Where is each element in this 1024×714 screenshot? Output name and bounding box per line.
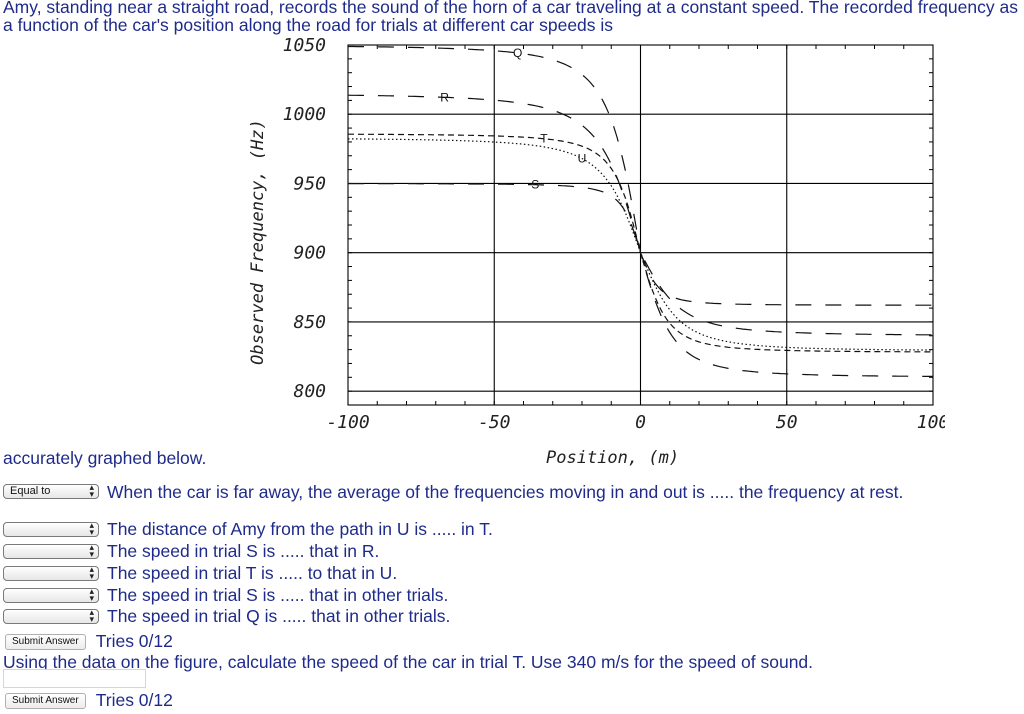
series-s-label: S [531,178,539,192]
y-tick-label: 950 [293,173,326,194]
question2-row: Using the data on the figure, calculate … [3,652,813,673]
tries-counter-1: Tries 0/12 [95,631,173,651]
accurately-text: accurately graphed below. [3,448,207,468]
question2-text: Using the data on the figure, calculate … [3,652,814,672]
question-row-3: ▴ ▾ The speed in trial S is ..... that in… [3,541,379,562]
series-s-line [348,183,933,306]
select-arrows-icon: ▴ ▾ [89,520,94,537]
question-row-1: Equal to ▴ ▾ When the car is far away, th… [3,482,1019,503]
y-tick-label: 900 [293,243,326,264]
select-arrows-icon: ▴ ▾ [89,482,94,500]
question-1-text: When the car is far away, the average of… [107,482,904,502]
select-arrows-icon: ▴ ▾ [89,586,94,603]
answer-select-1[interactable]: Equal to ▴ ▾ [3,482,99,500]
select-arrows-icon: ▴ ▾ [89,607,94,624]
question-row-5: ▴ ▾ The speed in trial S is ..... that in… [3,585,448,606]
answer-select-5[interactable]: ▴ ▾ [3,586,99,603]
frequency-chart: -100-5005010080085090095010001050 QRTUS … [248,35,945,433]
question-5-text: The speed in trial S is ..... that in ot… [107,585,449,605]
series-q-label: Q [513,46,522,60]
submit-row-1: Submit Answer Tries 0/12 [5,631,173,652]
y-tick-label: 850 [293,312,326,333]
y-tick-label: 1000 [283,104,326,125]
x-tick-label: 0 [635,412,646,433]
x-axis-title-label: Position, (m) [546,448,680,468]
y-axis-title: Observed Frequency, (Hz) [248,119,268,365]
question-row-2: ▴ ▾ The distance of Amy from the path in … [3,519,493,540]
question-4-text: The speed in trial T is ..... to that in… [107,563,398,583]
numeric-answer-input[interactable] [3,669,146,688]
select-arrows-icon: ▴ ▾ [89,542,94,559]
question-6-text: The speed in trial Q is ..... that in ot… [107,606,451,626]
tries-counter-2: Tries 0/12 [95,690,173,710]
answer-select-2[interactable]: ▴ ▾ [3,520,99,537]
y-tick-label: 800 [293,381,326,402]
question-row-4: ▴ ▾ The speed in trial T is ..... to that… [3,563,397,584]
answer-select-3[interactable]: ▴ ▾ [3,542,99,559]
answer-select-6[interactable]: ▴ ▾ [3,607,99,624]
series-r-label: R [440,90,449,104]
y-tick-label: 1050 [283,35,326,56]
x-tick-label: 50 [776,412,798,433]
x-tick-label: -50 [478,412,511,433]
series-t-label: T [540,132,548,146]
question-3-text: The speed in trial S is ..... that in R. [107,541,380,561]
x-tick-label: 100 [917,412,945,433]
question-row-6: ▴ ▾ The speed in trial Q is ..... that in… [3,606,450,627]
answer-select-4[interactable]: ▴ ▾ [3,564,99,581]
answer-select-1-value: Equal to [10,485,51,498]
x-tick-label: -100 [326,412,369,433]
series-r-line [347,94,934,336]
chart-curve-labels: Q R T U S [440,46,586,192]
submit-row-2: Submit Answer Tries 0/12 [5,690,173,711]
question-2-text: The distance of Amy from the path in U i… [107,519,493,539]
chart-ticks: -100 -50 0 50 100 800 850 900 950 1000 1050 [283,35,945,433]
submit-answer-button-1[interactable]: Submit Answer [5,633,86,650]
intro-text: Amy, standing near a straight road, reco… [3,0,1018,35]
submit-answer-button-2[interactable]: Submit Answer [5,692,86,709]
chart-curves [347,45,934,377]
select-arrows-icon: ▴ ▾ [89,564,94,581]
series-u-line [348,138,934,351]
series-u-label: U [578,152,587,166]
